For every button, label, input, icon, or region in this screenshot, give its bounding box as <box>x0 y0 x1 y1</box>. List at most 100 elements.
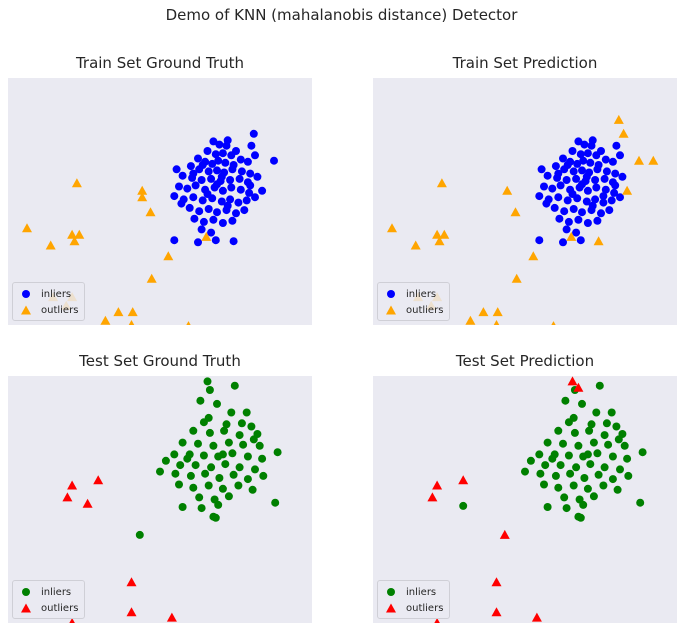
inlier-point <box>599 198 608 207</box>
inlier-point <box>259 471 268 480</box>
inlier-point <box>243 157 252 166</box>
inlier-point <box>537 165 546 174</box>
inlier-point <box>198 161 207 169</box>
inlier-point <box>602 167 611 176</box>
inlier-point <box>591 176 600 184</box>
legend-label-inliers: inliers <box>41 288 72 300</box>
inlier-point <box>243 475 252 484</box>
outlier-point <box>127 307 138 317</box>
inlier-point <box>213 399 221 408</box>
inlier-point <box>178 503 187 511</box>
inlier-point <box>183 454 192 463</box>
inlier-point <box>248 485 257 494</box>
inlier-point <box>576 513 585 522</box>
outlier-point <box>45 240 56 250</box>
outlier-point <box>528 251 539 261</box>
outlier-point <box>67 229 78 239</box>
outlier-point <box>458 475 469 485</box>
inlier-point <box>560 207 569 216</box>
inlier-point <box>236 155 245 164</box>
legend: inliers outliers <box>12 282 86 321</box>
inlier-point <box>602 419 611 428</box>
legend-marker-triangle <box>19 304 33 316</box>
inlier-point <box>251 465 259 474</box>
inlier-point <box>189 426 198 435</box>
inlier-point <box>583 186 592 195</box>
inlier-point <box>232 147 240 155</box>
inlier-point <box>221 158 230 167</box>
inlier-point <box>204 481 213 490</box>
inlier-point <box>195 207 204 216</box>
outlier-point <box>146 273 157 283</box>
inlier-point <box>172 165 181 174</box>
outlier-point <box>622 185 633 195</box>
inlier-point <box>588 201 597 210</box>
inlier-point <box>616 465 624 474</box>
inlier-point <box>205 428 214 437</box>
inlier-point <box>203 147 212 155</box>
outlier-point <box>163 251 174 261</box>
panel-train-prediction: Train Set Prediction inliers outliers <box>373 54 677 325</box>
inlier-point <box>543 438 552 447</box>
inlier-point <box>271 498 280 507</box>
inlier-point <box>178 438 187 447</box>
legend-marker-circle <box>19 586 33 598</box>
outlier-point <box>648 155 659 165</box>
inlier-point <box>220 426 229 435</box>
legend-marker-circle <box>384 288 398 300</box>
inlier-point <box>562 504 571 513</box>
legend: inliers outliers <box>377 580 451 619</box>
inlier-point <box>576 236 585 245</box>
inlier-point <box>228 165 237 174</box>
outlier-point <box>126 577 137 587</box>
inlier-point <box>638 448 647 457</box>
inlier-point <box>242 196 251 205</box>
panel-train-ground-truth: Train Set Ground Truth inliers outliers <box>8 54 312 325</box>
inlier-point <box>587 420 596 429</box>
inlier-point <box>194 154 202 163</box>
inlier-point <box>588 136 597 145</box>
outlier-point <box>137 185 148 195</box>
inlier-point <box>623 454 632 463</box>
outlier-point <box>432 229 443 239</box>
outlier-point <box>499 529 510 539</box>
outlier-point <box>436 178 447 188</box>
inlier-point <box>227 408 236 417</box>
outlier-point <box>126 607 137 617</box>
inlier-point <box>568 190 577 198</box>
outlier-point <box>427 492 438 502</box>
inlier-point <box>226 195 235 204</box>
outlier-point <box>69 618 75 623</box>
inlier-point <box>543 503 552 511</box>
outlier-point <box>186 321 191 325</box>
outlier-point <box>387 223 397 233</box>
inlier-point <box>568 147 577 155</box>
inlier-point <box>205 386 214 394</box>
inlier-point <box>560 493 569 502</box>
inlier-point <box>253 430 262 438</box>
inlier-point <box>583 484 592 493</box>
outlier-point <box>62 492 73 502</box>
outlier-point <box>93 475 104 485</box>
outlier-point <box>128 320 135 325</box>
inlier-point <box>572 228 581 237</box>
inlier-point <box>214 500 223 509</box>
inlier-point <box>176 461 185 470</box>
inlier-point <box>579 500 588 509</box>
legend-entry-inliers: inliers <box>19 286 78 302</box>
inlier-point <box>221 460 230 469</box>
inlier-point <box>566 469 575 478</box>
panel-title: Train Set Prediction <box>452 54 598 72</box>
inlier-point <box>541 461 550 470</box>
inlier-point <box>599 481 608 490</box>
inlier-point <box>213 208 221 217</box>
inlier-point <box>580 474 589 482</box>
inlier-point <box>559 439 567 448</box>
inlier-point <box>613 485 622 494</box>
legend-label-inliers: inliers <box>406 288 437 300</box>
legend-entry-inliers: inliers <box>384 286 443 302</box>
inlier-point <box>175 182 183 191</box>
inlier-point <box>618 172 627 181</box>
inlier-point <box>578 180 586 189</box>
legend-marker-triangle <box>384 602 398 614</box>
